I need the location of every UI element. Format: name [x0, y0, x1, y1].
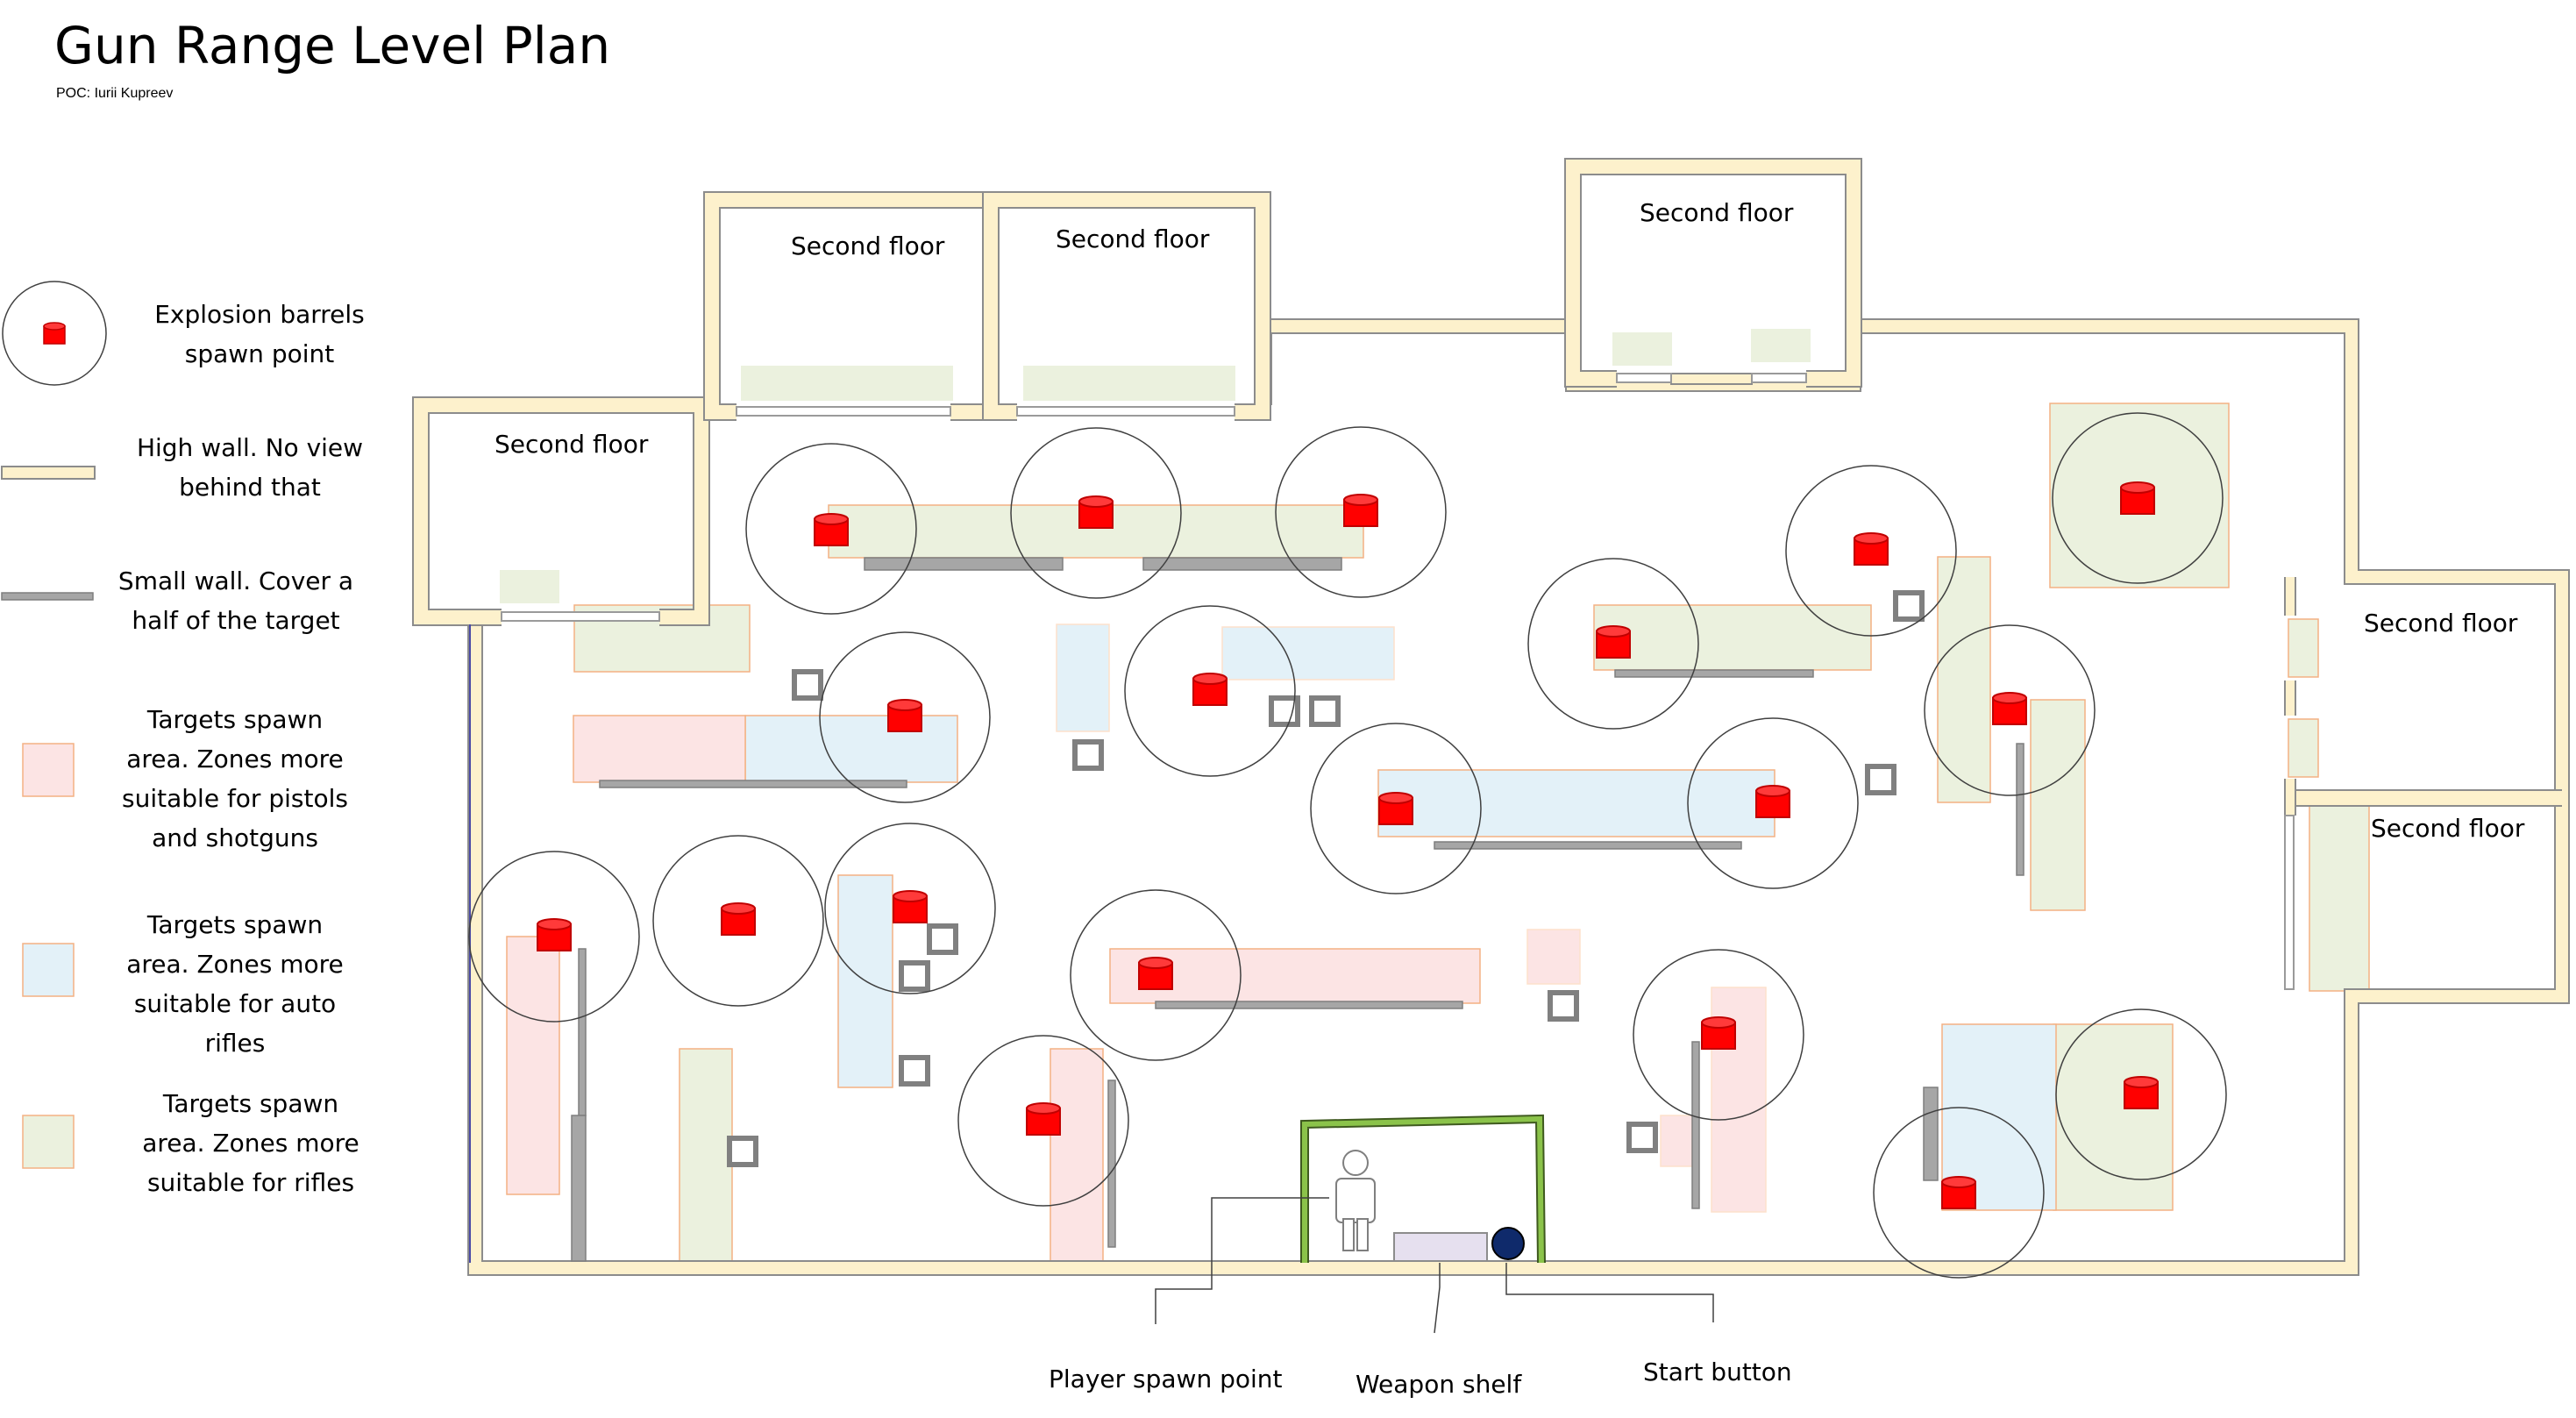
small-walls — [571, 557, 2025, 1262]
target-post — [1072, 739, 1104, 771]
barrel-spawn — [1527, 558, 1699, 730]
barrel-spawn — [1687, 717, 1859, 889]
barrel-spawn — [1275, 426, 1447, 598]
callout-player-spawn: Player spawn point — [1049, 1365, 1283, 1393]
start-button[interactable] — [1491, 1227, 1525, 1260]
barrel-spawn — [957, 1035, 1129, 1207]
target-post — [899, 960, 930, 992]
barrel-spawn — [1070, 889, 1242, 1061]
small-wall — [1691, 1041, 1700, 1209]
barrel-spawn — [1873, 1107, 2045, 1279]
small-wall — [1614, 669, 1814, 678]
rifle-zone — [2288, 618, 2319, 678]
high-walls — [412, 158, 2570, 1276]
room-label-second-floor: Second floor — [2371, 814, 2525, 843]
room-label-second-floor: Second floor — [1056, 224, 1210, 253]
small-wall — [1155, 1001, 1463, 1009]
small-wall — [1434, 841, 1742, 850]
small-wall — [1107, 1080, 1116, 1248]
rifle-zone — [500, 570, 559, 603]
legend-label-high-wall: High wall. No view behind that — [136, 433, 364, 502]
small-wall — [578, 948, 587, 1116]
small-wall-icon — [1, 592, 94, 601]
auto-rifle-zone — [1056, 623, 1110, 732]
pistol-zone — [1660, 1115, 1693, 1167]
pistol-zone — [1526, 929, 1581, 985]
small-wall — [571, 1115, 587, 1262]
auto-rifle-zone — [1377, 769, 1775, 837]
legend-icons — [1, 281, 107, 1169]
rifle-zone — [2030, 699, 2086, 911]
rifle-zone-icon — [22, 1115, 75, 1169]
rifle-zone — [1937, 556, 1991, 803]
callout-weapon-shelf: Weapon shelf — [1356, 1370, 1522, 1399]
rifle-zone — [2288, 718, 2319, 778]
auto-rifle-zone — [744, 715, 958, 783]
room-label-second-floor: Second floor — [791, 232, 945, 260]
barrel-spawn — [1633, 949, 1804, 1121]
barrel-spawn — [652, 835, 824, 1007]
small-wall — [2016, 743, 2025, 876]
rifle-zone — [679, 1048, 733, 1262]
rifle-zone — [741, 366, 953, 401]
target-posts — [727, 590, 1925, 1167]
pistol-zone — [573, 715, 746, 783]
barrel-spawn — [1310, 723, 1482, 894]
room-label-second-floor: Second floor — [2364, 609, 2518, 638]
legend-label-barrels: Explosion barrels spawn point — [154, 300, 365, 368]
pistol-zone-icon — [22, 743, 75, 797]
rifle-zone — [2053, 1023, 2174, 1211]
legend-label-rifle-zone: Targets spawn area. Zones more suitable … — [142, 1089, 359, 1197]
player-figure-icon — [1335, 1150, 1376, 1251]
page-title: Gun Range Level Plan — [54, 16, 611, 75]
legend-label-auto-rifle-zone: Targets spawn area. Zones more suitable … — [126, 910, 344, 1058]
room-label-second-floor: Second floor — [495, 430, 649, 459]
barrel-icon — [2, 281, 107, 386]
small-wall — [1923, 1087, 1939, 1181]
barrel-spawn — [1924, 624, 2096, 796]
rifle-zone — [1751, 329, 1811, 362]
barrel-spawn — [468, 851, 640, 1023]
pistol-zone — [506, 936, 560, 1195]
barrel-spawn — [824, 823, 996, 994]
barrel-spawn — [1785, 465, 1957, 637]
rifle-zone — [2309, 804, 2370, 992]
room-label-second-floor: Second floor — [1640, 198, 1794, 227]
pistol-zone — [1050, 1048, 1104, 1262]
barrel-spawn — [2055, 1008, 2227, 1180]
high-wall-icon — [1, 466, 96, 480]
player-spawn-booth — [1300, 1114, 1546, 1264]
callout-lines — [1155, 1197, 1714, 1334]
target-post — [1626, 1122, 1658, 1153]
legend-label-small-wall: Small wall. Cover a half of the target — [117, 566, 354, 635]
rifle-zone — [1023, 366, 1235, 401]
target-post — [792, 669, 823, 701]
barrel-spawn — [1010, 427, 1182, 599]
small-wall — [599, 780, 907, 788]
auto-rifle-zone-icon — [22, 943, 75, 997]
small-wall — [1142, 557, 1342, 571]
rifle-zone — [1612, 332, 1672, 366]
barrel-spawn — [2052, 412, 2224, 584]
legend-label-pistol-zone: Targets spawn area. Zones more suitable … — [122, 705, 348, 852]
barrel-spawn — [819, 631, 991, 803]
page-subtitle: POC: Iurii Kupreev — [56, 86, 174, 101]
target-post — [1548, 990, 1579, 1022]
rifle-zone — [1593, 604, 1872, 671]
barrel-spawn — [1124, 605, 1296, 777]
small-wall — [864, 557, 1064, 571]
target-post — [899, 1055, 930, 1087]
barrel-spawns — [468, 412, 2227, 1279]
weapon-shelf[interactable] — [1393, 1232, 1488, 1262]
callout-start-button: Start button — [1643, 1357, 1792, 1386]
auto-rifle-zone — [1221, 626, 1395, 680]
barrel-spawn — [745, 443, 917, 615]
target-post — [727, 1136, 758, 1167]
target-post — [1893, 590, 1925, 622]
target-post — [927, 923, 958, 955]
target-post — [1309, 695, 1341, 727]
target-post — [1865, 764, 1896, 795]
